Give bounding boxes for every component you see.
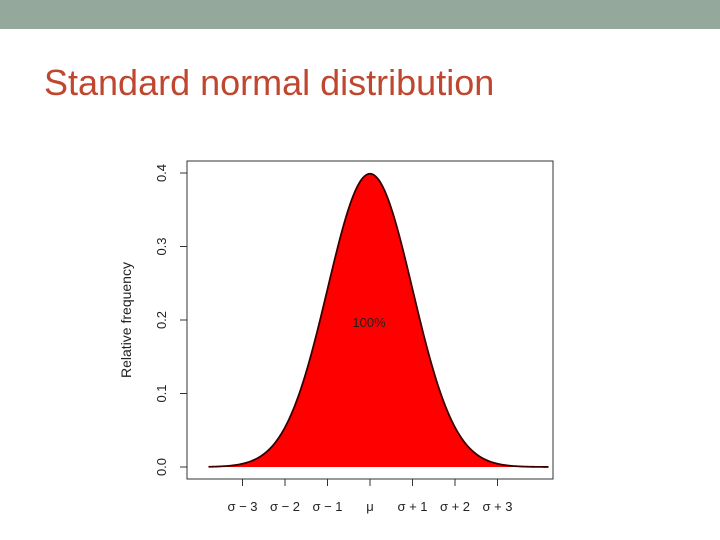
- y-tick-label: 0.4: [154, 164, 169, 182]
- y-axis-label: Relative frequency: [118, 262, 134, 378]
- slide-title: Standard normal distribution: [44, 62, 495, 103]
- x-tick-label: σ − 1: [312, 499, 342, 514]
- y-tick-label: 0.1: [154, 384, 169, 402]
- x-tick-label: σ − 3: [227, 499, 257, 514]
- area-annotation: 100%: [352, 315, 386, 330]
- x-tick-label: μ: [366, 499, 374, 514]
- y-tick-label: 0.2: [154, 311, 169, 329]
- x-tick-label: σ + 1: [397, 499, 427, 514]
- x-tick-label: σ + 2: [440, 499, 470, 514]
- density-curve: [208, 172, 549, 468]
- plot-frame: [186, 160, 554, 480]
- area-under-curve: [208, 173, 549, 467]
- y-tick-label: 0.0: [154, 458, 169, 476]
- top-bar: [0, 0, 720, 29]
- x-tick-label: σ + 3: [482, 499, 512, 514]
- x-tick-label: σ − 2: [270, 499, 300, 514]
- y-tick-label: 0.3: [154, 237, 169, 255]
